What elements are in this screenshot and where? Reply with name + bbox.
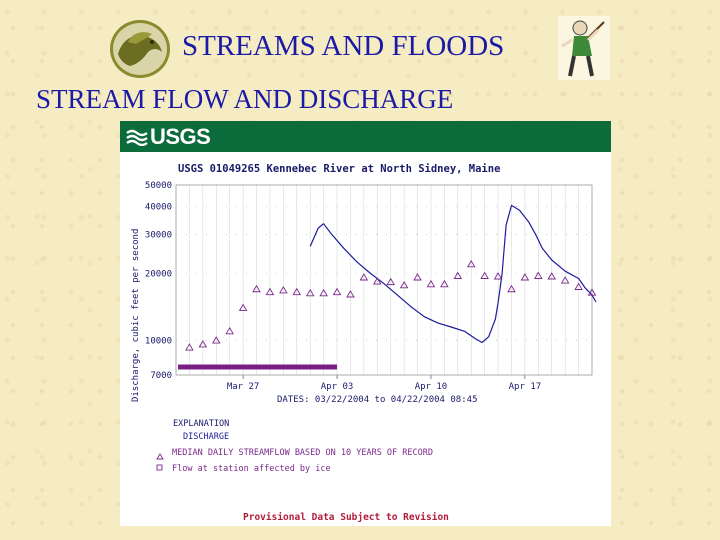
median-triangle-point <box>332 287 342 296</box>
dates-range-label: DATES: 03/22/2004 to 04/22/2004 08:45 <box>277 395 477 405</box>
median-triangle-point <box>507 284 516 293</box>
legend-heading: EXPLANATION <box>173 419 229 429</box>
y-tick-label: 7000 <box>150 371 172 381</box>
series-layer <box>185 204 597 351</box>
legend-median: MEDIAN DAILY STREAMFLOW BASED ON 10 YEAR… <box>172 448 433 458</box>
median-triangle-point <box>346 290 355 298</box>
median-triangle-point <box>359 273 369 281</box>
x-tick-label: Apr 10 <box>415 382 448 392</box>
golfer-figure-icon <box>558 16 610 80</box>
median-triangle-point <box>453 271 463 279</box>
median-triangle-point <box>185 343 194 351</box>
globe-emblem-icon <box>110 20 170 78</box>
median-triangle-point <box>305 288 315 297</box>
median-triangle-point <box>211 336 221 344</box>
median-triangle-point <box>373 277 382 285</box>
median-triangle-point <box>252 284 261 293</box>
legend-ice: Flow at station affected by ice <box>172 464 331 474</box>
chart-title: USGS 01049265 Kennebec River at North Si… <box>178 163 500 175</box>
y-tick-label: 50000 <box>145 181 172 191</box>
y-tick-label: 40000 <box>145 203 172 213</box>
grid-lines <box>176 184 592 379</box>
provisional-footer: Provisional Data Subject to Revision <box>243 512 449 523</box>
median-triangle-point <box>493 272 503 280</box>
y-tick-labels: 7000 10000 20000 30000 40000 50000 <box>145 181 172 381</box>
x-tick-labels: Mar 27 Apr 03 Apr 10 Apr 17 <box>227 382 541 392</box>
median-triangle-point <box>319 288 328 297</box>
median-triangle-point <box>587 288 597 296</box>
median-triangle-point <box>225 326 234 335</box>
usgs-wordmark: USGS <box>150 124 211 149</box>
median-triangle-point <box>265 287 275 296</box>
median-triangle-point <box>547 272 557 280</box>
median-triangle-point <box>534 271 543 279</box>
discharge-chart: USGS 01049265 Kennebec River at North Si… <box>131 163 597 523</box>
usgs-banner: USGS <box>120 121 611 152</box>
median-triangle-point <box>480 271 489 279</box>
median-triangle-point <box>574 282 583 290</box>
median-triangle-point <box>198 340 208 348</box>
median-triangle-point <box>386 277 395 286</box>
x-tick-label: Mar 27 <box>227 382 260 392</box>
y-tick-label: 10000 <box>145 337 172 347</box>
median-triangle-point <box>238 303 248 311</box>
legend-discharge: DISCHARGE <box>183 432 229 442</box>
y-tick-label: 20000 <box>145 270 172 280</box>
hydrograph-panel: USGS USGS 01049265 Kennebec River at Nor… <box>120 121 611 526</box>
median-triangle-point <box>413 273 422 281</box>
y-tick-label: 30000 <box>145 230 172 240</box>
x-tick-label: Apr 17 <box>509 382 542 392</box>
y-axis-label: Discharge, cubic feet per second <box>131 229 141 402</box>
discharge-line <box>309 204 597 344</box>
x-tick-label: Apr 03 <box>321 382 354 392</box>
legend-ice-box-icon <box>156 464 163 471</box>
plot-frame <box>175 184 593 376</box>
median-triangle-point <box>520 273 530 281</box>
median-triangle-point <box>426 279 436 288</box>
median-triangle-point <box>292 287 302 296</box>
median-triangle-point <box>279 286 288 294</box>
slide-title: STREAMS AND FLOODS <box>182 30 505 62</box>
median-triangle-point <box>466 259 476 268</box>
median-triangle-point <box>399 280 409 289</box>
slide-subtitle: STREAM FLOW AND DISCHARGE <box>36 84 454 114</box>
median-triangle-point <box>440 279 449 288</box>
usgs-logo-icon <box>126 129 148 146</box>
median-triangle-point <box>560 276 570 284</box>
legend-triangle-icon <box>156 453 164 460</box>
